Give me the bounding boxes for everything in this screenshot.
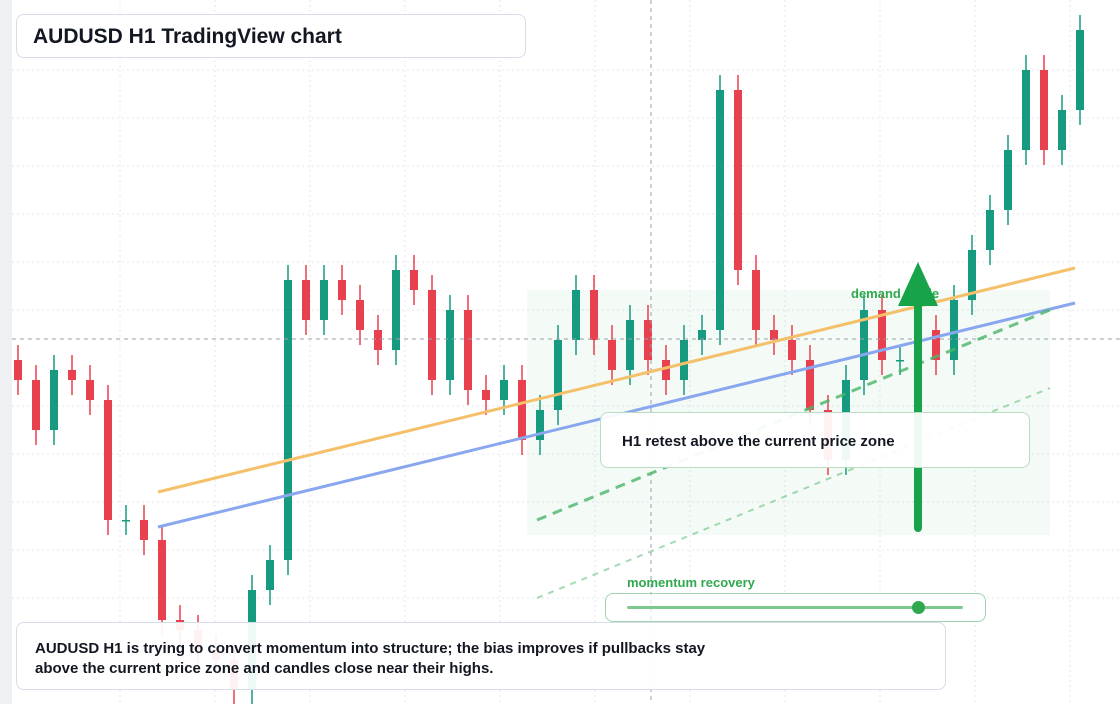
candle-body <box>896 360 904 362</box>
candle-body <box>608 340 616 370</box>
candle-body <box>500 380 508 400</box>
caption-box: AUDUSD H1 is trying to convert momentum … <box>16 622 946 690</box>
caption: AUDUSD H1 is trying to convert momentum … <box>35 640 706 677</box>
candle-body <box>446 310 454 380</box>
left-edge <box>0 0 12 704</box>
arrow-head <box>898 262 938 306</box>
candle-body <box>50 370 58 430</box>
candle-body <box>68 370 76 380</box>
candle-body <box>590 290 598 340</box>
candle-body <box>662 360 670 380</box>
candle-body <box>338 280 346 300</box>
candle-body <box>374 330 382 350</box>
candle-body <box>716 90 724 330</box>
candle-body <box>734 90 742 270</box>
candle-body <box>878 310 886 360</box>
candle-body <box>1076 30 1084 110</box>
candle-body <box>770 330 778 340</box>
candle-body <box>554 340 562 410</box>
candle-body <box>698 330 706 340</box>
callout: H1 retest above the current price zone <box>600 412 1030 468</box>
candle-body <box>536 410 544 440</box>
candle-body <box>158 540 166 620</box>
candle-body <box>302 280 310 320</box>
candle-body <box>284 280 292 560</box>
candle-body <box>392 270 400 350</box>
candle-body <box>86 380 94 400</box>
candle-body <box>680 340 688 380</box>
candle-body <box>986 210 994 250</box>
candle-body <box>356 300 364 330</box>
candle-body <box>752 270 760 330</box>
slider-label: momentum recovery <box>627 575 756 590</box>
candle-body <box>320 280 328 320</box>
candle-body <box>644 320 652 360</box>
candle-body <box>140 520 148 540</box>
callout-text: H1 retest above the current price zone <box>622 433 895 450</box>
candle-body <box>1004 150 1012 210</box>
candle-body <box>860 310 868 380</box>
candle-body <box>932 330 940 360</box>
candle-body <box>464 310 472 390</box>
candle-body <box>428 290 436 380</box>
candle-body <box>122 520 130 522</box>
candle-body <box>968 250 976 300</box>
candle-body <box>482 390 490 400</box>
candle-body <box>806 360 814 410</box>
candle-body <box>572 290 580 340</box>
candle-body <box>32 380 40 430</box>
candle-body <box>518 380 526 440</box>
candle-body <box>1040 70 1048 150</box>
candle-body <box>1022 70 1030 150</box>
candle-body <box>788 340 796 360</box>
grid <box>12 0 1120 704</box>
candle-body <box>104 400 112 520</box>
slider-thumb[interactable] <box>912 601 925 614</box>
candle-body <box>626 320 634 370</box>
slider-track <box>627 606 963 609</box>
title-box: AUDUSD H1 TradingView chart <box>16 14 526 58</box>
candle-body <box>266 560 274 590</box>
title: AUDUSD H1 TradingView chart <box>33 25 342 48</box>
candle-body <box>950 300 958 360</box>
candle-body <box>410 270 418 290</box>
slider[interactable] <box>605 593 986 622</box>
candle-body <box>14 360 22 380</box>
candle-body <box>1058 110 1066 150</box>
